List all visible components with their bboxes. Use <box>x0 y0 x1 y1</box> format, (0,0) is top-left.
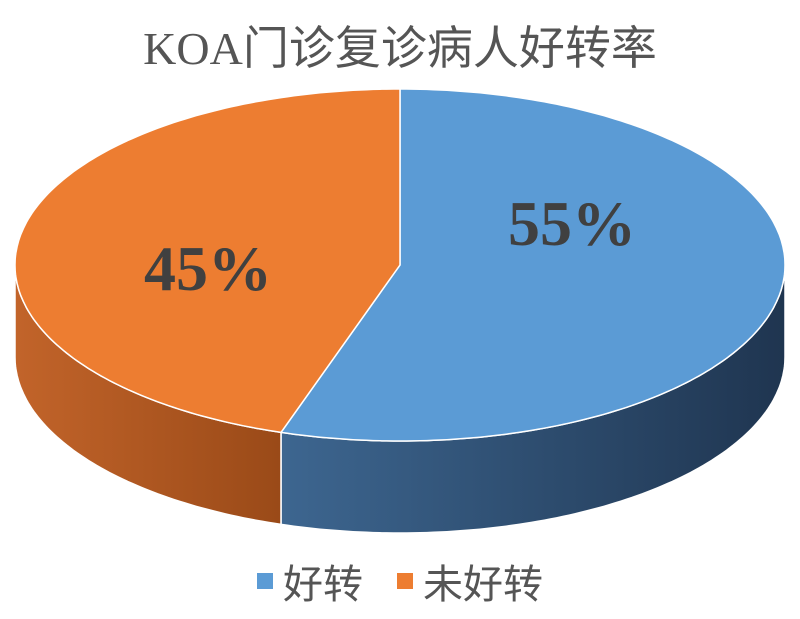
pie-slice-0 <box>279 88 786 442</box>
chart-title: KOA门诊复诊病人好转率 <box>143 23 657 74</box>
legend-label-1: 未好转 <box>423 562 543 607</box>
legend-swatch-1 <box>397 573 413 589</box>
legend-label-0: 好转 <box>283 562 363 607</box>
legend-item-0: 好转 <box>257 552 363 610</box>
legend-swatch-0 <box>257 573 273 589</box>
data-label-0: 55% <box>508 188 636 259</box>
legend: 好转 未好转 <box>0 552 800 610</box>
data-label-1: 45% <box>144 233 272 304</box>
pie-slice-1 <box>14 88 401 434</box>
legend-item-1: 未好转 <box>397 552 543 610</box>
